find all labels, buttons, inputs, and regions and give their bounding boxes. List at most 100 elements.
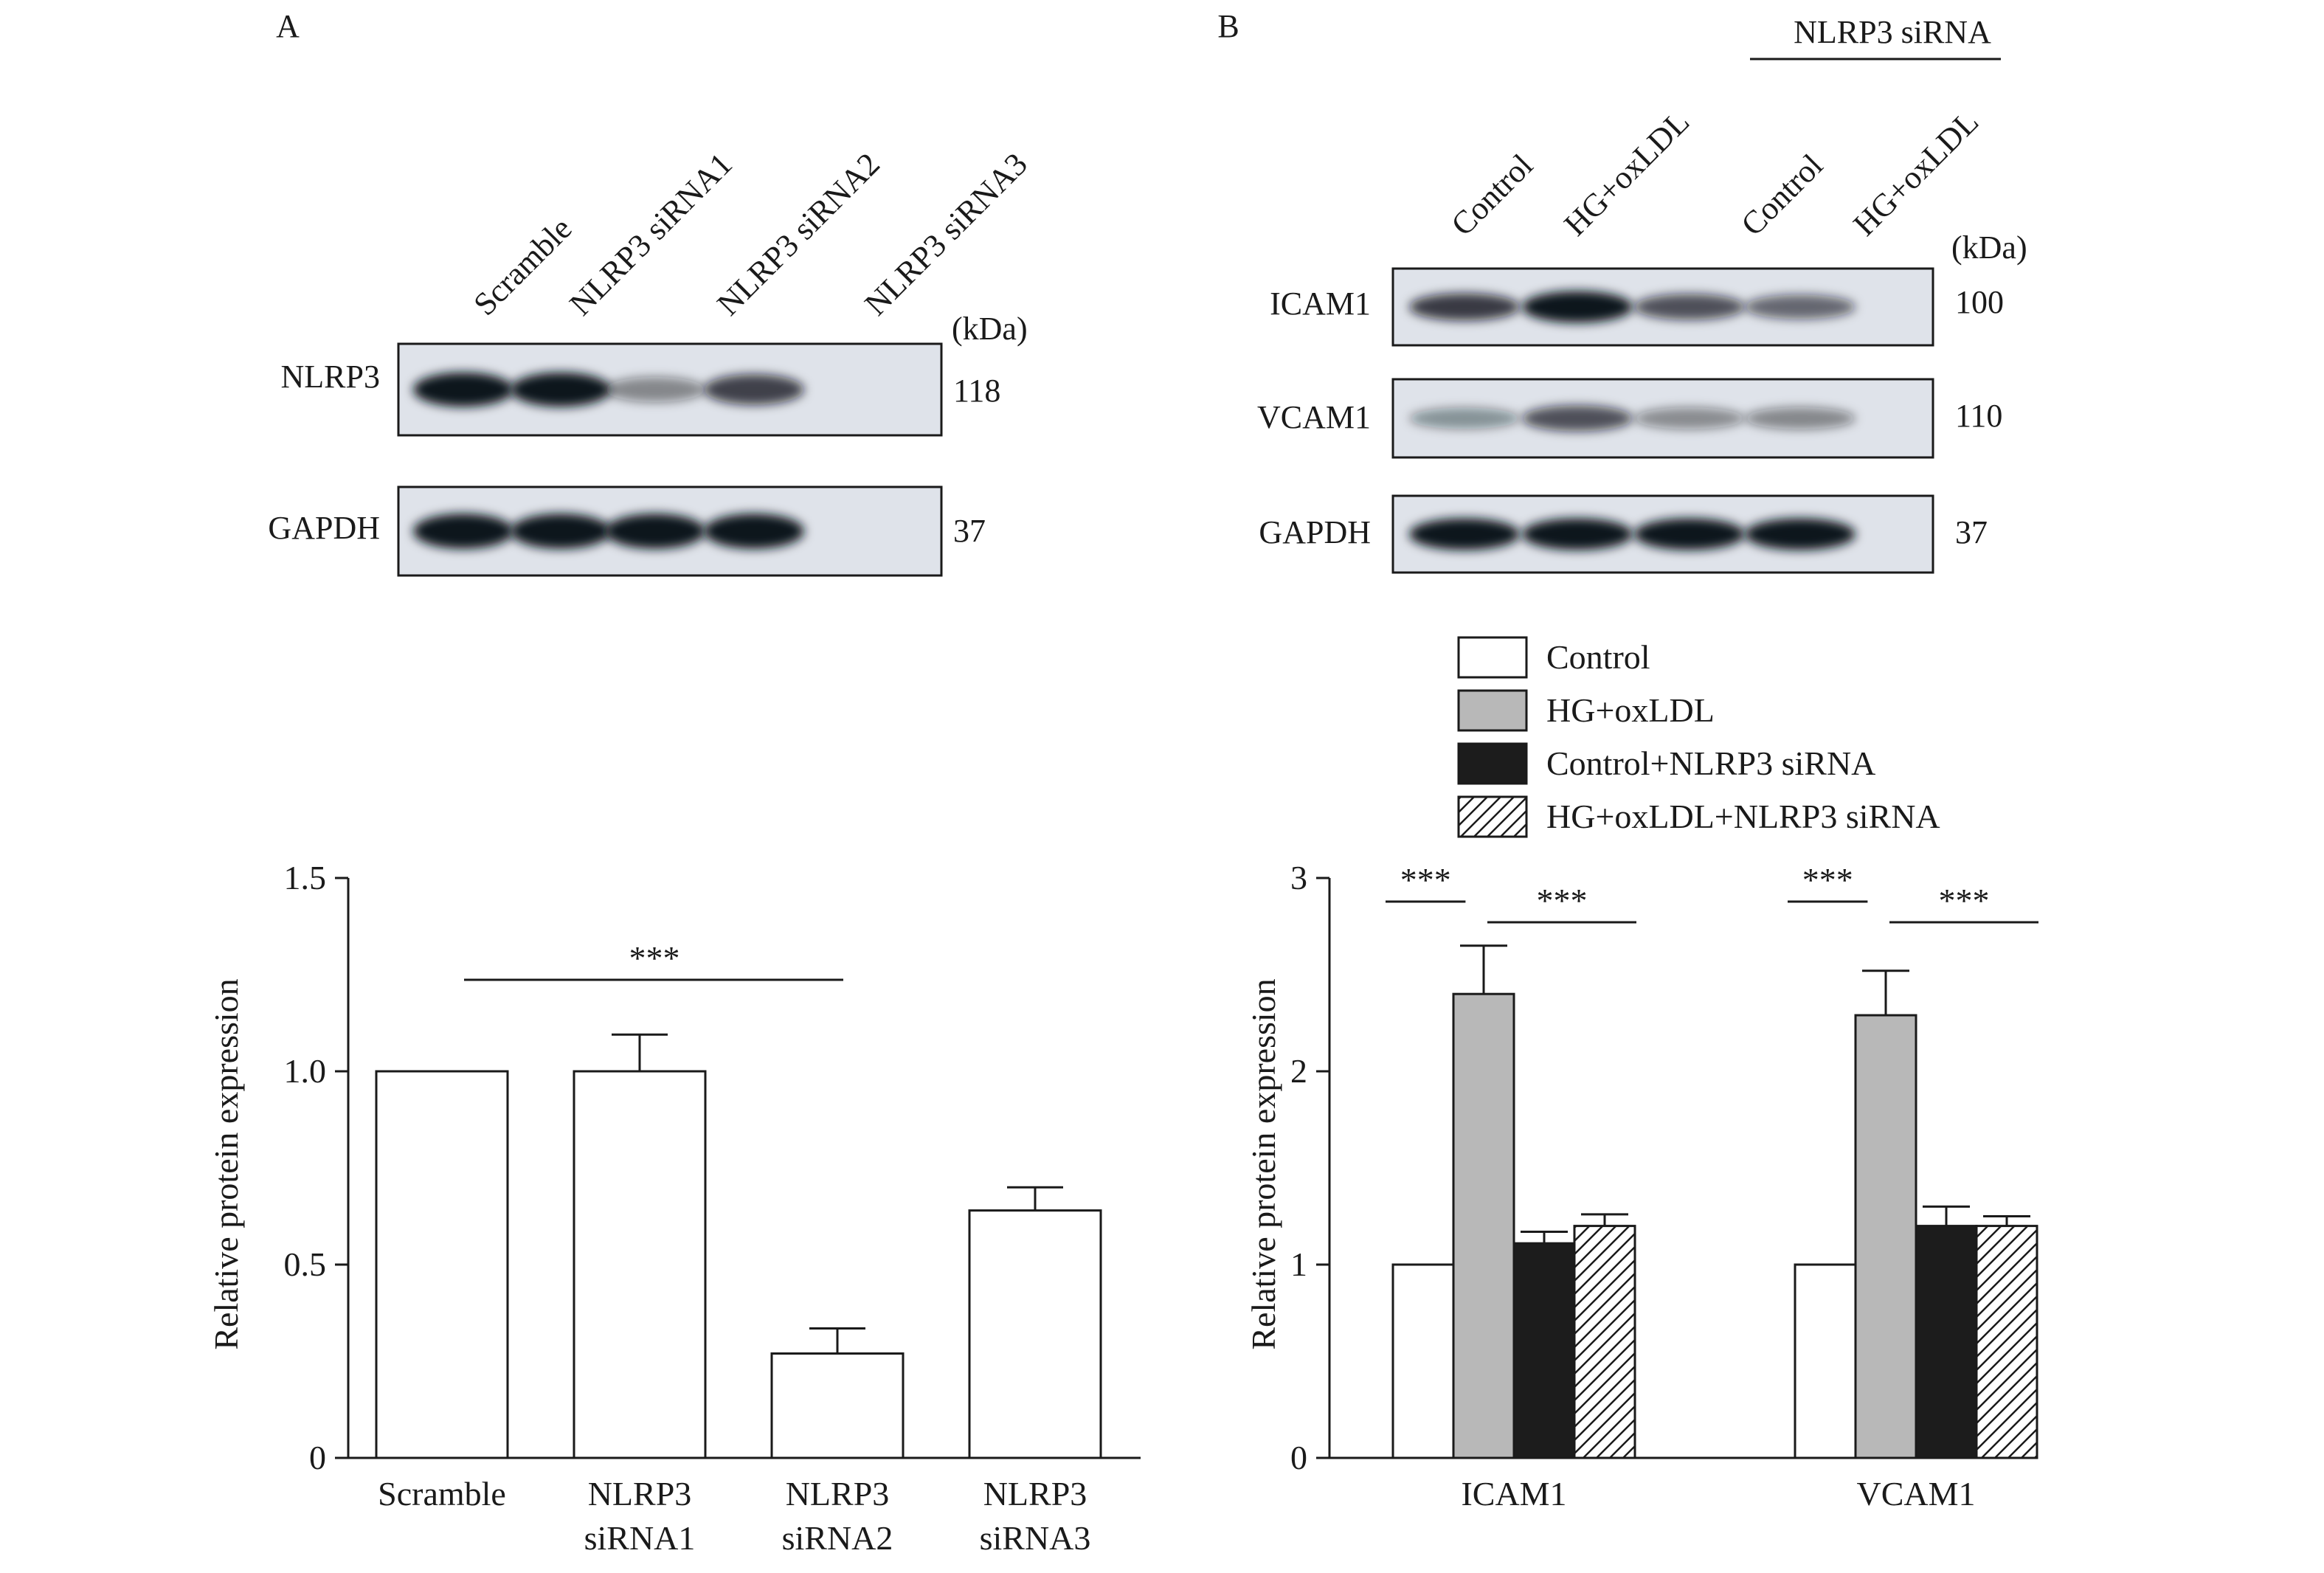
blot-band [1409,293,1520,321]
chart-a: 0 0.5 1.0 1.5 Scramble NLRP3 siRNA1 NLRP3 siRNA2… [284,859,1141,1557]
blot-band [1522,405,1633,432]
legend-swatch [1457,742,1528,785]
significance-label: *** [1400,861,1451,899]
bar [1854,1014,1917,1459]
bar [968,1209,1102,1459]
x-tick-label: ICAM1 [1461,1475,1566,1512]
panel-a-kda-label: (kDa) [952,311,1028,347]
x-tick-label: siRNA2 [782,1519,893,1557]
chart-b-significance: *** *** *** *** [1386,861,2038,924]
blot-name-icam1: ICAM1 [1270,286,1371,322]
significance-label: *** [1802,861,1853,899]
chart-a-ylabel: Relative protein expression [207,978,245,1349]
y-tick-label: 1.5 [284,859,327,896]
lane-label-hg-2: HG+oxLDL [1846,103,1985,243]
panel-a-lane-labels: Scramble NLRP3 siRNA1 NLRP3 siRNA2 NLRP3… [466,146,1034,323]
x-tick-label: NLRP3 [983,1475,1087,1512]
bar [573,1070,707,1459]
blot-kda-gapdh-b: 37 [1955,514,1988,550]
blot-bands [1409,518,1856,550]
x-tick-label: Scramble [378,1475,506,1512]
bar [1573,1225,1636,1459]
x-tick-label: siRNA3 [980,1519,1091,1557]
bar [1915,1225,1978,1459]
blot-band [1522,518,1633,550]
blot-kda-gapdh-a: 37 [953,513,986,549]
blot-nlrp3 [397,342,943,437]
blot-band [1409,407,1520,429]
y-tick-label: 0 [1290,1439,1307,1476]
chart-b: 0 1 2 3 ICAM1 VCAM1 *** *** *** *** Control HG+ox… [1290,636,2038,1512]
chart-b-bars [1391,944,2038,1459]
y-tick-label: 0 [309,1439,326,1476]
bar [770,1352,905,1459]
blot-band [704,514,804,549]
chart-b-axes: 0 1 2 3 ICAM1 VCAM1 [1290,859,2033,1512]
legend-swatch [1457,795,1528,838]
blot-kda-vcam1: 110 [1955,398,2002,434]
blot-band [1745,294,1856,319]
blot-band [511,514,611,549]
x-tick-label: VCAM1 [1856,1475,1975,1512]
legend-label: HG+oxLDL [1546,691,1715,729]
blot-band [413,514,513,549]
panel-b-group-header: NLRP3 siRNA [1794,14,1991,50]
blot-band [1634,518,1745,550]
legend-label: Control [1546,638,1650,676]
legend-swatch [1457,689,1528,732]
blot-bands [1409,291,1856,323]
blot-band [1634,294,1745,320]
blot-bands [413,372,804,407]
y-tick-label: 2 [1290,1052,1307,1090]
blot-kda-icam1: 100 [1955,284,2004,320]
bar [1512,1242,1576,1459]
bar [1794,1263,1857,1459]
chart-a-significance: *** [464,939,843,981]
lane-label-control-2: Control [1734,147,1830,243]
x-tick-label: NLRP3 [786,1475,890,1512]
blot-band [704,374,804,405]
blot-band [1522,291,1633,323]
bar [1452,992,1515,1459]
y-tick-label: 3 [1290,859,1307,896]
x-tick-label: siRNA1 [584,1519,696,1557]
blot-gapdh-a [397,485,943,577]
lane-label-control-1: Control [1444,147,1540,243]
panel-b-label: B [1217,8,1239,44]
blot-band [511,372,611,407]
blot-gapdh-b [1391,494,1934,574]
blot-band [413,372,513,407]
legend-label: Control+NLRP3 siRNA [1546,744,1875,782]
blot-vcam1 [1391,378,1934,459]
blot-band [605,376,705,403]
legend-label: HG+oxLDL+NLRP3 siRNA [1546,798,1940,835]
panel-b-kda-label: (kDa) [1951,229,2027,266]
bar [1975,1225,2038,1459]
blot-bands [413,514,804,549]
blot-name-gapdh-b: GAPDH [1259,514,1371,550]
significance-label: *** [1939,882,1990,919]
y-tick-label: 0.5 [284,1245,327,1283]
blot-band [1409,518,1520,550]
panel-b-lane-labels: Control HG+oxLDL Control HG+oxLDL [1444,103,1985,243]
blot-band [1745,407,1856,430]
blot-name-vcam1: VCAM1 [1257,399,1371,435]
blot-kda-nlrp3: 118 [953,373,1000,409]
y-tick-label: 1 [1290,1245,1307,1283]
chart-b-ylabel: Relative protein expression [1245,978,1282,1349]
blot-icam1 [1391,267,1934,347]
legend-swatch [1457,636,1528,679]
blot-band [1634,407,1745,429]
chart-b-legend: Control HG+oxLDL Control+NLRP3 siRNA HG+oxL… [1457,636,1940,838]
blot-name-nlrp3: NLRP3 [281,359,380,395]
bar [375,1070,509,1459]
blot-band [605,514,705,549]
x-tick-label: NLRP3 [588,1475,692,1512]
blot-bands [1409,405,1856,432]
chart-a-axes: 0 0.5 1.0 1.5 Scramble NLRP3 siRNA1 NLRP3 siRNA2… [284,859,1141,1557]
panel-a-label: A [276,8,300,44]
y-tick-label: 1.0 [284,1052,327,1090]
lane-label-hg-1: HG+oxLDL [1557,103,1696,243]
lane-label-scramble: Scramble [466,210,578,322]
